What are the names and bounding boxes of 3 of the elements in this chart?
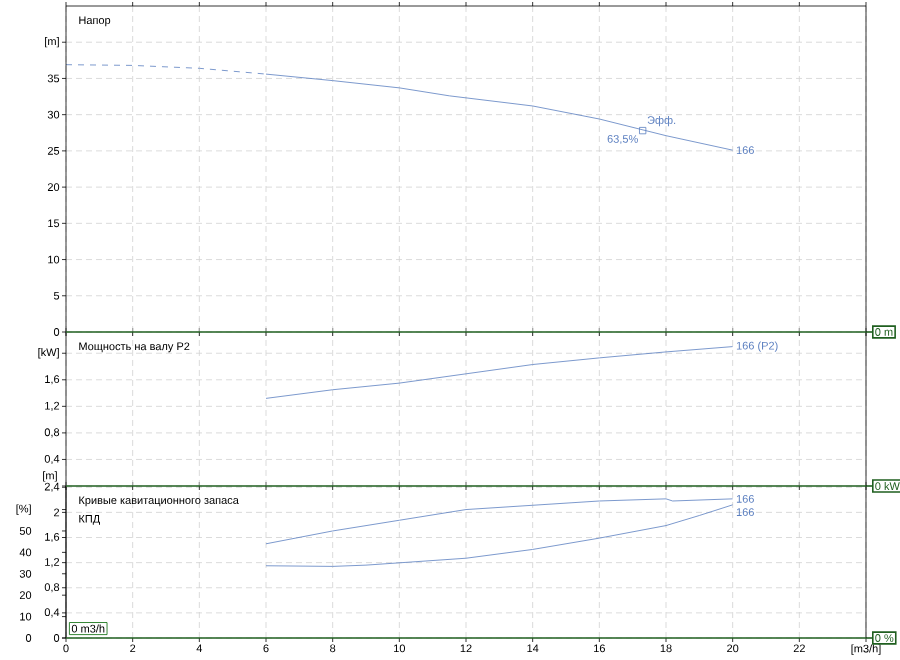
line-series	[265, 504, 734, 567]
line-series	[265, 498, 734, 545]
line-series	[265, 346, 734, 399]
